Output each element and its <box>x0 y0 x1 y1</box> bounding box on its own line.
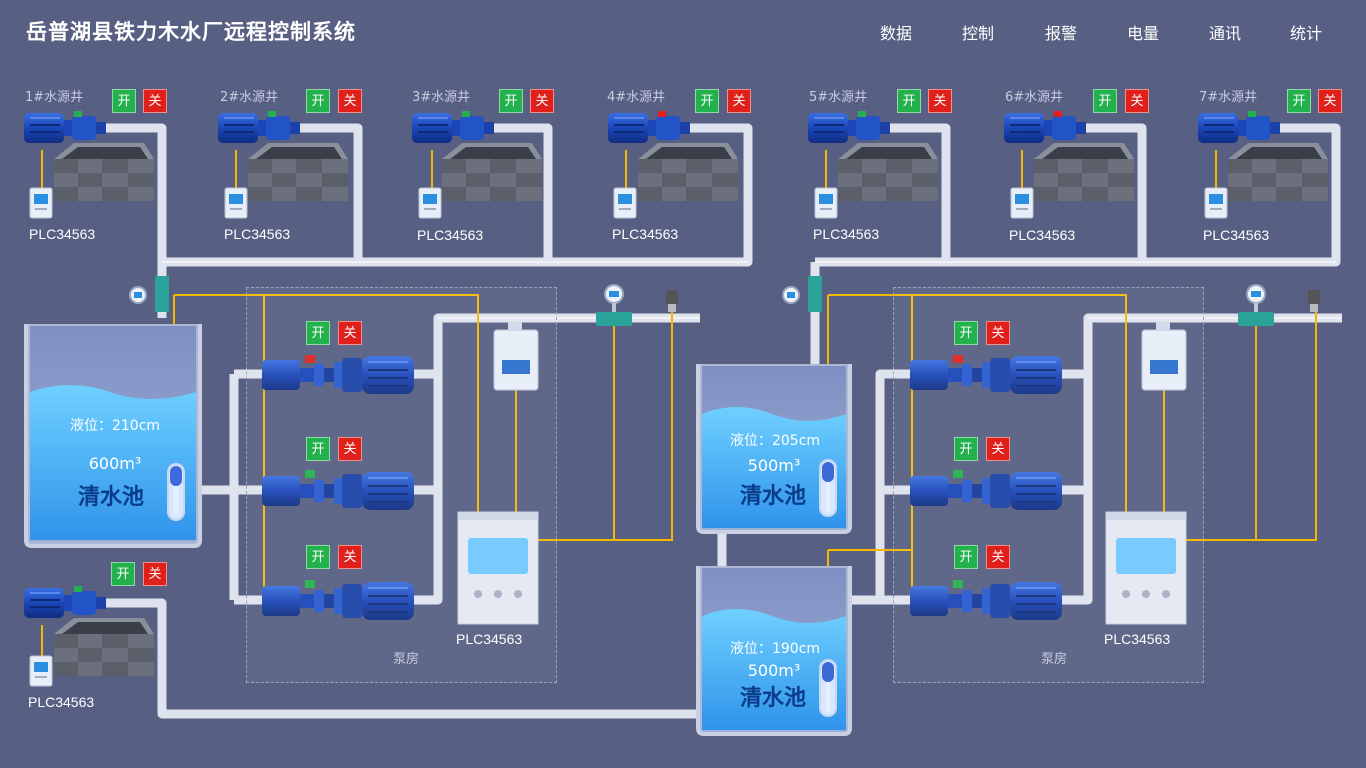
room2-pump2-on-button[interactable]: 开 <box>954 437 978 461</box>
well-7-on-button[interactable]: 开 <box>1287 89 1311 113</box>
well-1-plc-label: PLC34563 <box>29 226 96 242</box>
room2-pump3-off-button[interactable]: 关 <box>986 545 1010 569</box>
room2-pump2-off-button[interactable]: 关 <box>986 437 1010 461</box>
nav-control[interactable]: 控制 <box>962 24 995 43</box>
room1-pump1-on-button[interactable]: 开 <box>306 321 330 345</box>
well-1-on-button[interactable]: 开 <box>112 89 136 113</box>
well-2-on-button[interactable]: 开 <box>306 89 330 113</box>
well-7-label: 7#水源井 <box>1199 90 1258 105</box>
well-1-label: 1#水源井 <box>25 90 84 105</box>
room1-pump3-on-button[interactable]: 开 <box>306 545 330 569</box>
room2-pump3-on-button[interactable]: 开 <box>954 545 978 569</box>
tank-1-level: 液位：210cm <box>69 418 161 434</box>
tank-3-level: 液位：190cm <box>729 641 821 657</box>
well-4-plc-label: PLC34563 <box>612 226 679 242</box>
well-2-label: 2#水源井 <box>220 90 279 105</box>
well-2-plc-label: PLC34563 <box>224 226 291 242</box>
nav-stats[interactable]: 统计 <box>1290 24 1323 43</box>
nav-comm[interactable]: 通讯 <box>1209 24 1242 43</box>
nav-power[interactable]: 电量 <box>1127 24 1160 43</box>
tank-3-capacity: 500m³ <box>747 661 801 680</box>
lower-well-plc-label: PLC34563 <box>28 694 95 710</box>
room2-pump1-off-button[interactable]: 关 <box>986 321 1010 345</box>
tank-3-name: 清水池 <box>739 686 806 711</box>
tank-2-capacity: 500m³ <box>747 456 801 475</box>
room1-pump2-on-button[interactable]: 开 <box>306 437 330 461</box>
well-4-off-button[interactable]: 关 <box>727 89 751 113</box>
page-title: 岳普湖县铁力木水厂远程控制系统 <box>26 20 356 44</box>
well-5-off-button[interactable]: 关 <box>928 89 952 113</box>
well-5-on-button[interactable]: 开 <box>897 89 921 113</box>
nav-alarm[interactable]: 报警 <box>1045 24 1078 43</box>
room2-pump1-on-button[interactable]: 开 <box>954 321 978 345</box>
room1-pump2-off-button[interactable]: 关 <box>338 437 362 461</box>
room1-pump3-off-button[interactable]: 关 <box>338 545 362 569</box>
well-3-off-button[interactable]: 关 <box>530 89 554 113</box>
room1-label: 泵房 <box>393 652 420 667</box>
room1-pump1-off-button[interactable]: 关 <box>338 321 362 345</box>
well-5-plc-label: PLC34563 <box>813 226 880 242</box>
well-1-off-button[interactable]: 关 <box>143 89 167 113</box>
pump-room-zone-2 <box>893 287 1204 683</box>
room2-plc-label: PLC34563 <box>1104 631 1171 647</box>
nav-data[interactable]: 数据 <box>880 24 913 43</box>
well-6-label: 6#水源井 <box>1005 90 1064 105</box>
tank-2-level: 液位：205cm <box>729 433 821 449</box>
room2-label: 泵房 <box>1041 652 1068 667</box>
tank-1-capacity: 600m³ <box>88 454 142 473</box>
well-3-label: 3#水源井 <box>412 90 471 105</box>
well-5-label: 5#水源井 <box>809 90 868 105</box>
tank-1-name: 清水池 <box>77 485 144 510</box>
well-6-plc-label: PLC34563 <box>1009 227 1076 243</box>
lower-well-off-button[interactable]: 关 <box>143 562 167 586</box>
room1-plc-label: PLC34563 <box>456 631 523 647</box>
pump-room-zone-1 <box>246 287 557 683</box>
well-2-off-button[interactable]: 关 <box>338 89 362 113</box>
well-4-label: 4#水源井 <box>607 90 666 105</box>
well-6-off-button[interactable]: 关 <box>1125 89 1149 113</box>
lower-well-on-button[interactable]: 开 <box>111 562 135 586</box>
well-6-on-button[interactable]: 开 <box>1093 89 1117 113</box>
well-7-off-button[interactable]: 关 <box>1318 89 1342 113</box>
well-3-plc-label: PLC34563 <box>417 227 484 243</box>
well-3-on-button[interactable]: 开 <box>499 89 523 113</box>
tank-2-name: 清水池 <box>739 484 806 509</box>
well-4-on-button[interactable]: 开 <box>695 89 719 113</box>
well-7-plc-label: PLC34563 <box>1203 227 1270 243</box>
